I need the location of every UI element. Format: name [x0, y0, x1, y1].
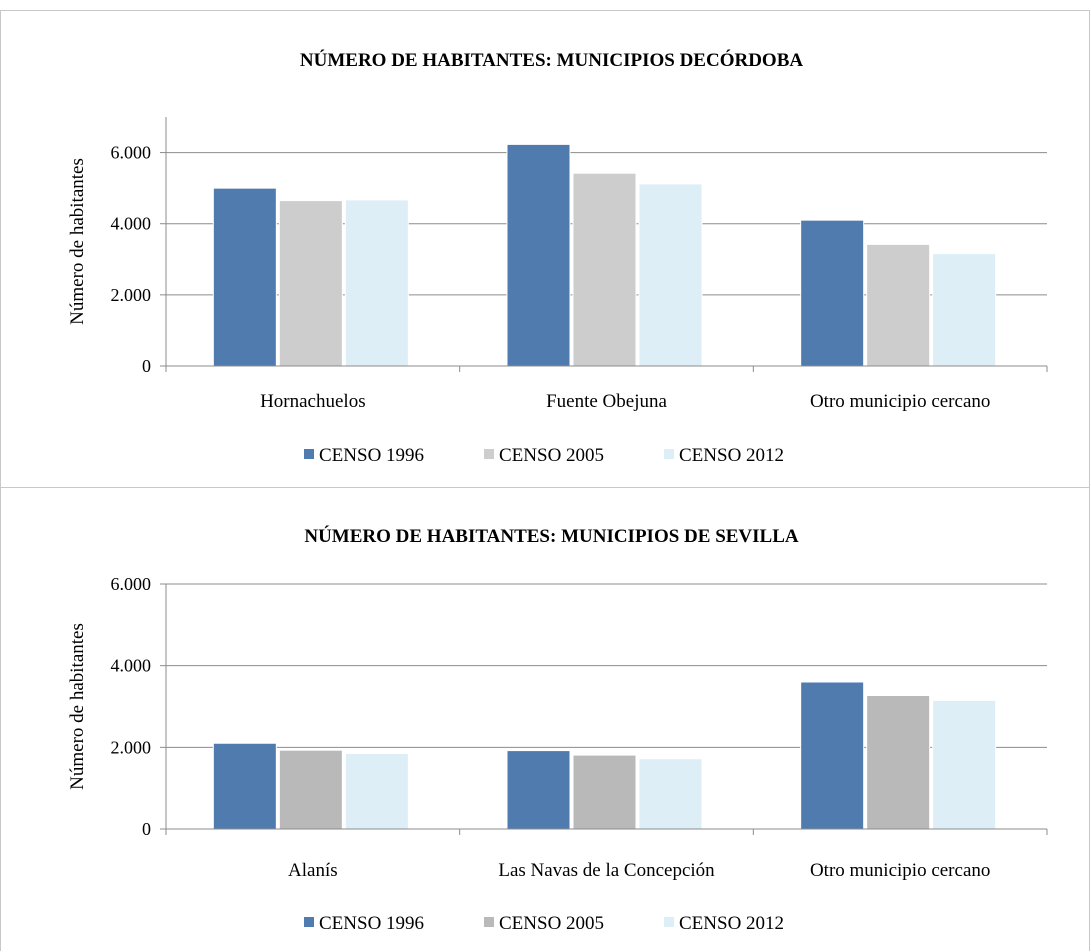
x-category-label: Hornachuelos	[260, 391, 366, 412]
bar	[506, 750, 571, 830]
bar	[866, 694, 931, 830]
legend-label: CENSO 2012	[679, 445, 784, 466]
bar	[638, 183, 703, 367]
bar	[572, 172, 637, 367]
chart-panel-cordoba: NÚMERO DE HABITANTES: MUNICIPIOS DECÓRDO…	[0, 10, 1090, 488]
bar	[212, 187, 277, 367]
x-category-label: Otro municipio cercano	[810, 391, 990, 412]
y-axis-label: Número de habitantes	[67, 623, 88, 790]
y-tick-label: 2.000	[111, 737, 152, 757]
legend-swatch	[484, 449, 494, 459]
bar	[344, 752, 409, 830]
y-tick-label: 2.000	[111, 285, 152, 305]
chart-sevilla: NÚMERO DE HABITANTES: MUNICIPIOS DE SEVI…	[67, 525, 1048, 934]
bar	[506, 143, 571, 367]
chart-title: NÚMERO DE HABITANTES: MUNICIPIOS DECÓRDO…	[300, 49, 803, 71]
x-category-label: Otro municipio cercano	[810, 860, 990, 881]
legend-label: CENSO 2005	[499, 445, 604, 466]
y-tick-label: 0	[142, 356, 151, 376]
bar	[932, 699, 997, 830]
y-tick-label: 4.000	[111, 656, 152, 676]
bar	[344, 199, 409, 367]
legend-label: CENSO 1996	[319, 445, 424, 466]
bar	[800, 681, 865, 830]
chart-title: NÚMERO DE HABITANTES: MUNICIPIOS DE SEVI…	[304, 525, 799, 547]
legend-swatch	[484, 917, 494, 927]
y-tick-label: 4.000	[111, 214, 152, 234]
legend-label: CENSO 2012	[679, 913, 784, 934]
x-category-label: Fuente Obejuna	[546, 391, 667, 412]
legend-swatch	[664, 917, 674, 927]
y-tick-label: 6.000	[111, 143, 152, 163]
chart-cordoba: NÚMERO DE HABITANTES: MUNICIPIOS DECÓRDO…	[67, 49, 1048, 466]
x-category-label: Las Navas de la Concepción	[498, 860, 715, 881]
bar	[212, 742, 277, 830]
legend-label: CENSO 1996	[319, 913, 424, 934]
legend-label: CENSO 2005	[499, 913, 604, 934]
legend-swatch	[304, 917, 314, 927]
bar	[866, 243, 931, 367]
bar	[638, 758, 703, 830]
y-tick-label: 6.000	[111, 574, 152, 594]
bar	[572, 754, 637, 830]
bar	[932, 253, 997, 367]
legend-swatch	[304, 449, 314, 459]
bar	[278, 200, 343, 367]
y-axis-label: Número de habitantes	[67, 158, 88, 325]
bar	[800, 219, 865, 367]
bar	[278, 749, 343, 830]
x-category-label: Alanís	[288, 860, 338, 881]
legend-swatch	[664, 449, 674, 459]
chart-panel-sevilla: NÚMERO DE HABITANTES: MUNICIPIOS DE SEVI…	[0, 487, 1090, 951]
y-tick-label: 0	[142, 819, 151, 839]
